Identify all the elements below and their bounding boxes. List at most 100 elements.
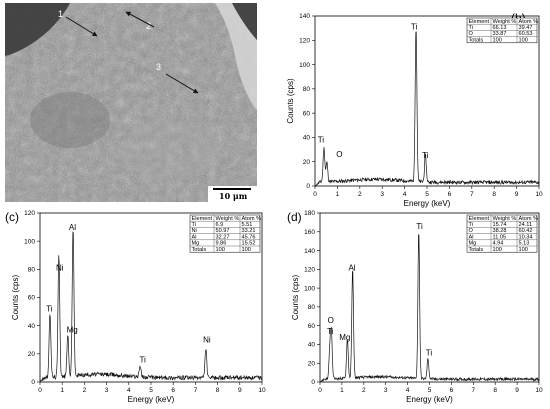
y-tick-label: 20 — [28, 351, 36, 358]
y-tick-label: 100 — [299, 62, 310, 69]
table-cell: 11.05 — [493, 234, 507, 240]
table-cell: 50.97 — [216, 228, 230, 234]
peak-label: O — [336, 150, 342, 159]
panel-letter: (c) — [5, 210, 19, 224]
table-cell: Mg — [469, 241, 477, 247]
table-cell: 33.21 — [242, 228, 256, 234]
x-tick-label: 5 — [425, 191, 429, 198]
chart-c: 0 1 2 3 4 5 6 7 8 9 10020406080100120Energy (keV)C… — [5, 210, 266, 404]
table-cell: 33.87 — [493, 31, 507, 37]
x-tick-label: 5 — [428, 387, 432, 394]
y-tick-label: 120 — [299, 37, 310, 44]
y-tick-label: 40 — [28, 323, 36, 330]
table-cell: O — [469, 31, 474, 37]
composition-table: Element Weight % Atom % Ti 6.9 5.51 Ni 50.97 33.… — [190, 215, 261, 253]
table-header-cell: Atom % — [242, 216, 262, 222]
table-cell: 4.94 — [493, 241, 504, 247]
table-cell: 10.34 — [519, 234, 533, 240]
table-cell: 32.27 — [216, 234, 230, 240]
table-cell: 6.9 — [216, 222, 224, 228]
x-tick-label: 7 — [470, 191, 474, 198]
sem-label-2: 2 — [146, 21, 151, 31]
peak-label: Ni — [56, 264, 64, 273]
sem-micrograph: 1 2 3 10 μm — [5, 3, 257, 202]
y-tick-label: 100 — [304, 285, 315, 292]
peak-label: Ti — [139, 355, 146, 364]
table-header-cell: Weight % — [493, 216, 517, 222]
y-tick-label: 120 — [24, 210, 35, 217]
table-cell: Mg — [192, 241, 200, 247]
peak-label: Ti — [327, 327, 334, 336]
x-tick-label: 7 — [471, 387, 475, 394]
table-cell: 100 — [493, 37, 502, 43]
y-tick-label: 40 — [308, 342, 316, 349]
table-cell: 60.53 — [519, 31, 533, 37]
table-cell: 100 — [242, 247, 251, 253]
table-cell: Al — [192, 234, 197, 240]
x-tick-label: 8 — [493, 387, 497, 394]
table-cell: 5.51 — [242, 222, 253, 228]
x-tick-label: 3 — [380, 191, 384, 198]
sem-label-1: 1 — [58, 9, 63, 19]
peak-label: Ti — [318, 135, 325, 144]
x-tick-label: 4 — [403, 191, 407, 198]
table-header-cell: Weight % — [216, 216, 240, 222]
table-cell: Totals — [469, 247, 484, 253]
x-tick-label: 9 — [515, 387, 519, 394]
y-tick-label: 0 — [306, 183, 310, 190]
y-tick-label: 80 — [28, 267, 36, 274]
y-tick-label: 140 — [304, 248, 315, 255]
table-cell: Ti — [469, 25, 473, 31]
table-cell: 100 — [216, 247, 225, 253]
x-tick-label: 1 — [336, 191, 340, 198]
x-tick-label: 1 — [340, 387, 344, 394]
peak-label: Al — [348, 263, 355, 272]
spectrum-line — [40, 232, 262, 382]
y-tick-label: 20 — [303, 159, 311, 166]
x-tick-label: 9 — [515, 191, 519, 198]
y-tick-label: 20 — [308, 360, 316, 367]
y-tick-label: 80 — [303, 86, 311, 93]
table-cell: 24.11 — [519, 222, 533, 228]
composition-table: Element Weight % Atom % Ti 15.74 24.11 O 38.28 6… — [467, 215, 538, 253]
x-tick-label: 0 — [313, 191, 317, 198]
table-header-cell: Element — [469, 216, 490, 222]
x-tick-label: 6 — [448, 191, 452, 198]
x-tick-label: 10 — [535, 387, 543, 394]
table-header-cell: Element — [469, 19, 490, 25]
x-tick-label: 6 — [450, 387, 454, 394]
peak-label: O — [328, 316, 334, 325]
x-tick-label: 3 — [105, 387, 109, 394]
x-tick-label: 10 — [535, 191, 543, 198]
table-cell: 15.74 — [493, 222, 507, 228]
table-header-cell: Atom % — [519, 19, 539, 25]
y-tick-label: 120 — [304, 267, 315, 274]
table-cell: Ni — [192, 228, 197, 234]
table-header-cell: Element — [192, 216, 213, 222]
y-tick-label: 40 — [303, 135, 311, 142]
spectrum-line — [320, 234, 539, 382]
x-tick-label: 7 — [194, 387, 198, 394]
y-axis-title: Counts (cps) — [286, 78, 295, 124]
peak-label: Ti — [416, 222, 423, 231]
table-cell: 100 — [519, 247, 528, 253]
x-tick-label: 5 — [149, 387, 153, 394]
peak-label: Ti — [422, 151, 429, 160]
table-cell: 38.28 — [493, 228, 507, 234]
table-cell: Totals — [469, 37, 484, 43]
peak-label: Ti — [46, 305, 53, 314]
table-cell: 39.47 — [519, 25, 533, 31]
table-cell: 9.86 — [216, 241, 227, 247]
composition-table: Element Weight % Atom % Ti 66.13 39.47 O 33.87 6… — [467, 18, 538, 43]
table-cell: Ti — [469, 222, 473, 228]
table-cell: Al — [469, 234, 474, 240]
table-cell: 5.13 — [519, 241, 530, 247]
peak-label: Al — [69, 223, 76, 232]
x-tick-label: 10 — [258, 387, 266, 394]
peak-label: Ti — [426, 349, 433, 358]
x-tick-label: 4 — [406, 387, 410, 394]
y-tick-label: 140 — [299, 13, 310, 20]
x-tick-label: 4 — [127, 387, 131, 394]
